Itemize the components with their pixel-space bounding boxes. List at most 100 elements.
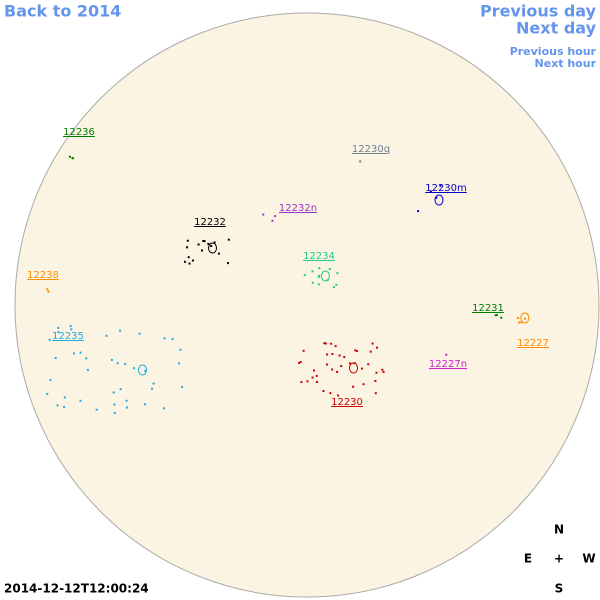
region-label[interactable]: 12227n: [429, 359, 467, 370]
sunspot: [86, 368, 89, 371]
sunspot: [439, 184, 442, 187]
region-label[interactable]: 12234: [303, 251, 335, 262]
sunspot: [72, 352, 75, 355]
region-label[interactable]: 12236: [63, 127, 95, 138]
region-label[interactable]: 12232: [194, 217, 226, 228]
sunspot: [119, 329, 122, 332]
sunspot: [57, 331, 60, 334]
compass-north: N: [554, 523, 564, 537]
previous-day-link[interactable]: Previous day: [480, 2, 597, 21]
sunspot-umbra: [208, 242, 217, 254]
sunspot: [328, 268, 331, 271]
compass-west: W: [582, 552, 595, 566]
sunspot: [69, 325, 72, 328]
sunspot: [311, 376, 314, 379]
sunspot: [306, 380, 309, 383]
sunspot: [202, 239, 205, 242]
sunspot: [338, 354, 341, 357]
sunspot: [331, 353, 334, 356]
sunspot: [226, 262, 229, 265]
sunspot: [362, 383, 365, 386]
sunspot: [213, 241, 216, 244]
sunspot: [322, 390, 325, 393]
sunspot: [429, 190, 432, 193]
sunspot: [332, 286, 335, 289]
sunspot: [340, 364, 343, 367]
sunspot: [311, 281, 314, 284]
sunspot: [163, 407, 166, 410]
region-label[interactable]: 12230m: [425, 183, 467, 194]
region-label[interactable]: 12230q: [352, 144, 390, 155]
sunspot: [359, 160, 362, 163]
sunspot: [336, 272, 339, 275]
sunspot: [197, 243, 200, 246]
sunspot: [71, 157, 74, 160]
sunspot: [518, 321, 521, 324]
sunspot: [110, 358, 113, 361]
sunspot: [331, 368, 334, 371]
sunspot: [46, 393, 49, 396]
sunspot: [57, 326, 60, 329]
timestamp: 2014-12-12T12:00:24: [4, 582, 149, 596]
sunspot: [54, 357, 57, 360]
sunspot: [315, 374, 318, 377]
sunspot: [144, 403, 147, 406]
sunspot: [326, 353, 329, 356]
sunspot: [274, 215, 277, 218]
sunspot: [445, 353, 448, 356]
sunspot: [524, 317, 527, 320]
sunspot: [68, 155, 71, 158]
sunspot: [79, 399, 82, 402]
sunspot: [371, 342, 374, 345]
sunspot: [56, 404, 59, 407]
sunspot: [49, 379, 52, 382]
sunspot: [177, 362, 180, 365]
region-label[interactable]: 12232n: [279, 203, 317, 214]
region-label[interactable]: 12230: [331, 397, 363, 408]
sunspot: [517, 316, 520, 319]
compass-center: +: [554, 552, 564, 566]
sunspot: [318, 267, 321, 270]
sunspot: [375, 371, 378, 374]
sunspot-umbra: [349, 362, 358, 374]
back-link[interactable]: Back to 2014: [4, 2, 121, 21]
sunspot: [298, 362, 301, 365]
sunspot: [367, 363, 370, 366]
sunspot: [70, 328, 73, 331]
sunspot: [376, 346, 379, 349]
next-hour-link[interactable]: Next hour: [535, 57, 597, 70]
sunspot: [494, 314, 497, 317]
sunspot: [138, 332, 141, 335]
region-label[interactable]: 12227: [517, 338, 549, 349]
sunspot: [191, 259, 194, 262]
sunspot: [188, 262, 191, 265]
sunspot: [47, 290, 50, 293]
sunspot: [105, 334, 108, 337]
region-label[interactable]: 12238: [27, 270, 59, 281]
sunspot: [330, 342, 333, 345]
sunspot: [313, 369, 316, 372]
region-label[interactable]: 12235: [52, 331, 84, 342]
sunspot: [323, 342, 326, 345]
sunspot: [303, 274, 306, 277]
sunspot: [520, 321, 523, 324]
compass-east: E: [524, 552, 532, 566]
sunspot: [315, 380, 318, 383]
previous-hour-link[interactable]: Previous hour: [510, 45, 597, 58]
sunspot: [46, 288, 49, 291]
sunspot: [203, 240, 206, 243]
sunspot: [381, 368, 384, 371]
sunspot: [63, 405, 66, 408]
sunspot: [227, 238, 230, 241]
region-label[interactable]: 12231: [472, 303, 504, 314]
next-day-link[interactable]: Next day: [516, 19, 597, 38]
sunspot: [335, 283, 338, 286]
sunspot-umbra: [520, 312, 530, 324]
sunspot: [125, 406, 128, 409]
sunspot: [435, 196, 438, 199]
sunspot: [317, 275, 320, 278]
sunspot: [186, 239, 189, 242]
sunspot: [355, 350, 358, 353]
sunspot: [113, 412, 116, 415]
sunspot: [85, 357, 88, 360]
